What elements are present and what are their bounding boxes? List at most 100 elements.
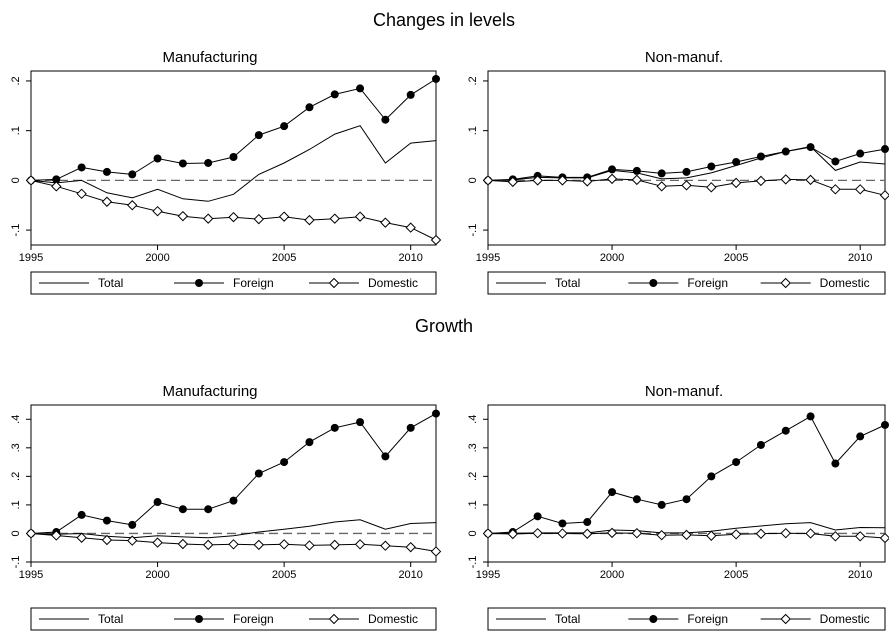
- point-domestic: [202, 213, 214, 224]
- point-foreign: [432, 409, 440, 418]
- legend-label-domestic: Domestic: [820, 612, 870, 626]
- point-foreign: [406, 423, 415, 432]
- y-tick-label: .1: [467, 126, 479, 135]
- legend-marker-domestic: [780, 613, 791, 625]
- point-domestic: [755, 528, 767, 539]
- point-domestic: [430, 546, 442, 557]
- legend-marker-domestic: [328, 613, 340, 625]
- x-tick-label: 2010: [398, 252, 422, 264]
- point-domestic: [656, 181, 667, 192]
- point-domestic: [253, 213, 265, 225]
- point-domestic: [76, 188, 87, 200]
- chart-panels: Manufacturing 1995 2000 2005 2010 -.1 0 .1 .2 Tot…: [10, 49, 889, 631]
- x-tick-label: 2005: [272, 569, 296, 581]
- legend-label-domestic: Domestic: [820, 276, 870, 290]
- legend-label-total: Total: [555, 276, 580, 290]
- point-domestic: [177, 538, 189, 550]
- y-tick-label: .2: [467, 76, 479, 85]
- point-foreign: [280, 122, 289, 131]
- point-domestic: [278, 211, 290, 222]
- y-tick-label: 0: [10, 177, 22, 183]
- point-domestic: [507, 176, 519, 188]
- point-domestic: [228, 211, 239, 223]
- point-foreign: [806, 412, 815, 421]
- point-foreign: [583, 518, 592, 527]
- chart-panel-1: Manufacturing 1995 2000 2005 2010 -.1 0 .1 .2 Tot…: [10, 49, 442, 295]
- point-domestic: [152, 205, 163, 217]
- legend-box: [487, 607, 886, 631]
- point-domestic: [631, 174, 643, 186]
- point-domestic: [879, 190, 889, 201]
- y-tick-label: .1: [10, 126, 22, 135]
- point-foreign: [856, 432, 865, 441]
- point-foreign: [657, 500, 666, 509]
- point-foreign: [128, 520, 137, 529]
- point-domestic: [482, 528, 494, 539]
- point-foreign: [153, 498, 162, 507]
- y-tick-label: 0: [467, 177, 479, 183]
- legend-label-total: Total: [98, 276, 123, 290]
- point-domestic: [380, 540, 391, 551]
- point-foreign: [77, 163, 86, 172]
- legend-label-domestic: Domestic: [368, 612, 418, 626]
- point-domestic: [681, 529, 692, 541]
- point-domestic: [805, 528, 816, 539]
- point-foreign: [608, 488, 617, 497]
- y-tick-label: .2: [10, 472, 22, 481]
- point-domestic: [354, 539, 366, 550]
- legend-marker-foreign: [649, 279, 658, 287]
- point-domestic: [430, 234, 442, 246]
- point-domestic: [854, 531, 866, 542]
- point-foreign: [153, 154, 162, 163]
- point-domestic: [329, 213, 340, 224]
- point-foreign: [330, 90, 339, 99]
- x-tick-label: 1995: [19, 252, 43, 264]
- point-foreign: [806, 143, 815, 152]
- x-tick-label: 2005: [724, 252, 748, 264]
- point-foreign: [432, 74, 440, 83]
- point-domestic: [557, 175, 568, 186]
- point-domestic: [405, 541, 416, 553]
- point-foreign: [682, 167, 691, 176]
- x-tick-label: 2000: [145, 252, 169, 264]
- point-domestic: [405, 222, 416, 233]
- point-foreign: [831, 459, 840, 468]
- point-foreign: [305, 103, 314, 112]
- y-tick-label: .1: [10, 500, 22, 509]
- panel-title: Non-manuf.: [645, 383, 723, 400]
- point-foreign: [77, 510, 86, 519]
- plot-area: [487, 70, 886, 246]
- point-domestic: [127, 200, 138, 211]
- legend-marker-domestic: [780, 277, 791, 289]
- y-tick-label: 0: [10, 530, 22, 536]
- series-line-total: [487, 146, 886, 181]
- point-domestic: [253, 539, 265, 551]
- point-domestic: [830, 531, 841, 542]
- point-domestic: [557, 528, 568, 539]
- point-foreign: [632, 495, 641, 504]
- legend-box: [487, 271, 886, 295]
- point-domestic: [329, 539, 340, 551]
- point-domestic: [631, 527, 643, 539]
- legend-label-total: Total: [98, 612, 123, 626]
- point-domestic: [304, 540, 315, 551]
- point-domestic: [380, 217, 391, 228]
- point-domestic: [730, 177, 742, 189]
- point-foreign: [229, 496, 238, 505]
- legend-label-domestic: Domestic: [368, 276, 418, 290]
- point-domestic: [879, 532, 889, 544]
- legend-box: [30, 271, 437, 295]
- point-foreign: [732, 458, 741, 467]
- legend-label-foreign: Foreign: [233, 612, 274, 626]
- legend-box: [30, 607, 437, 631]
- point-foreign: [781, 147, 790, 156]
- x-tick-label: 2010: [848, 569, 872, 581]
- point-domestic: [606, 527, 618, 539]
- point-foreign: [381, 115, 390, 124]
- y-tick-label: .3: [467, 443, 479, 452]
- point-foreign: [102, 167, 111, 176]
- point-domestic: [706, 530, 717, 541]
- point-domestic: [507, 528, 519, 540]
- legend-marker-foreign: [649, 615, 658, 623]
- point-foreign: [52, 175, 61, 184]
